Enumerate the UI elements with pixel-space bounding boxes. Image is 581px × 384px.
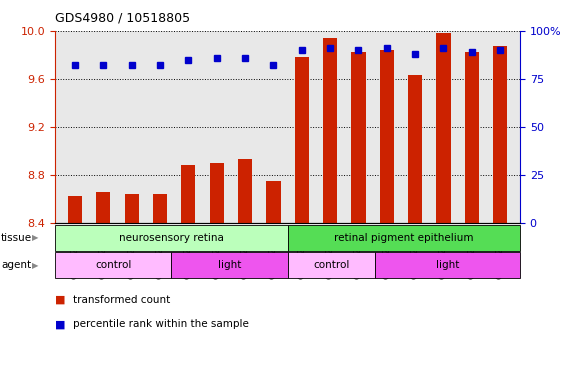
Text: transformed count: transformed count: [73, 295, 170, 305]
Bar: [323, 38, 337, 223]
Text: ■: ■: [55, 295, 66, 305]
Bar: [238, 159, 252, 223]
Bar: [266, 181, 281, 223]
Text: percentile rank within the sample: percentile rank within the sample: [73, 319, 249, 329]
Text: GDS4980 / 10518805: GDS4980 / 10518805: [55, 12, 191, 25]
Text: ▶: ▶: [32, 261, 38, 270]
Bar: [181, 165, 195, 223]
Text: ▶: ▶: [32, 233, 38, 242]
Bar: [380, 50, 394, 223]
Text: ■: ■: [55, 319, 66, 329]
Bar: [68, 196, 82, 223]
Text: neurosensory retina: neurosensory retina: [119, 233, 224, 243]
Bar: [493, 46, 507, 223]
Bar: [96, 192, 110, 223]
Bar: [408, 75, 422, 223]
Bar: [153, 194, 167, 223]
Text: retinal pigment epithelium: retinal pigment epithelium: [334, 233, 474, 243]
Bar: [352, 52, 365, 223]
Bar: [436, 33, 450, 223]
Text: light: light: [218, 260, 241, 270]
Bar: [295, 57, 309, 223]
Text: tissue: tissue: [1, 233, 33, 243]
Text: control: control: [95, 260, 131, 270]
Bar: [465, 52, 479, 223]
Text: control: control: [313, 260, 349, 270]
Text: agent: agent: [1, 260, 31, 270]
Text: light: light: [436, 260, 459, 270]
Bar: [210, 163, 224, 223]
Bar: [125, 194, 139, 223]
